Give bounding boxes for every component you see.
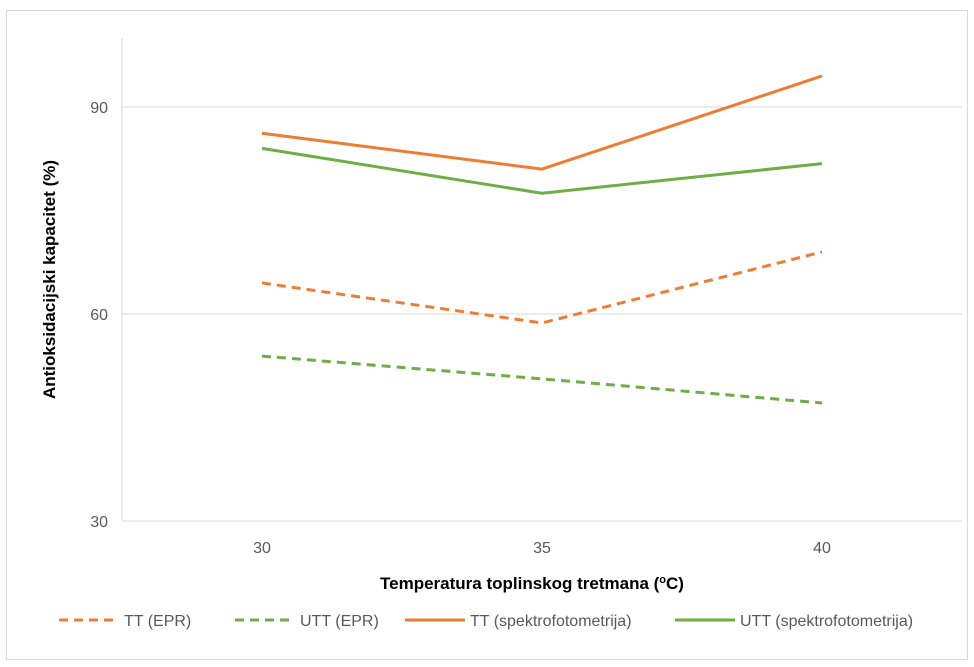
y-tick-label-90: 90 [90,100,108,117]
series-line-2 [261,354,823,405]
legend-label-3: TT (spektrofotometrija) [470,613,632,630]
x-tick-label-35: 35 [533,540,551,557]
y-axis-title: Antioksidacijski kapacitet (%) [40,160,59,399]
x-tick-labels: 30 35 40 [253,540,831,557]
series-line-4 [261,146,823,195]
x-tick-label-30: 30 [253,540,271,557]
y-tick-labels: 30 60 90 [90,100,108,531]
legend: TT (EPR) UTT (EPR) TT (spektrofotometrija)… [59,613,913,630]
series-line-3 [261,74,823,171]
chart-frame: 30 60 90 30 35 40 Temperatura toplinskog tre… [6,10,968,660]
y-tick-label-30: 30 [90,514,108,531]
legend-label-4: UTT (spektrofotometrija) [740,613,913,630]
legend-label-2: UTT (EPR) [300,613,379,630]
legend-label-1: TT (EPR) [124,613,191,630]
gridlines [122,106,962,315]
y-tick-label-60: 60 [90,307,108,324]
series-lines [261,74,823,405]
x-tick-label-40: 40 [813,540,831,557]
line-chart: 30 60 90 30 35 40 Temperatura toplinskog tre… [40,38,962,630]
series-line-1 [261,250,823,325]
x-axis-title: Temperatura toplinskog tretmana (oC) [380,574,684,593]
